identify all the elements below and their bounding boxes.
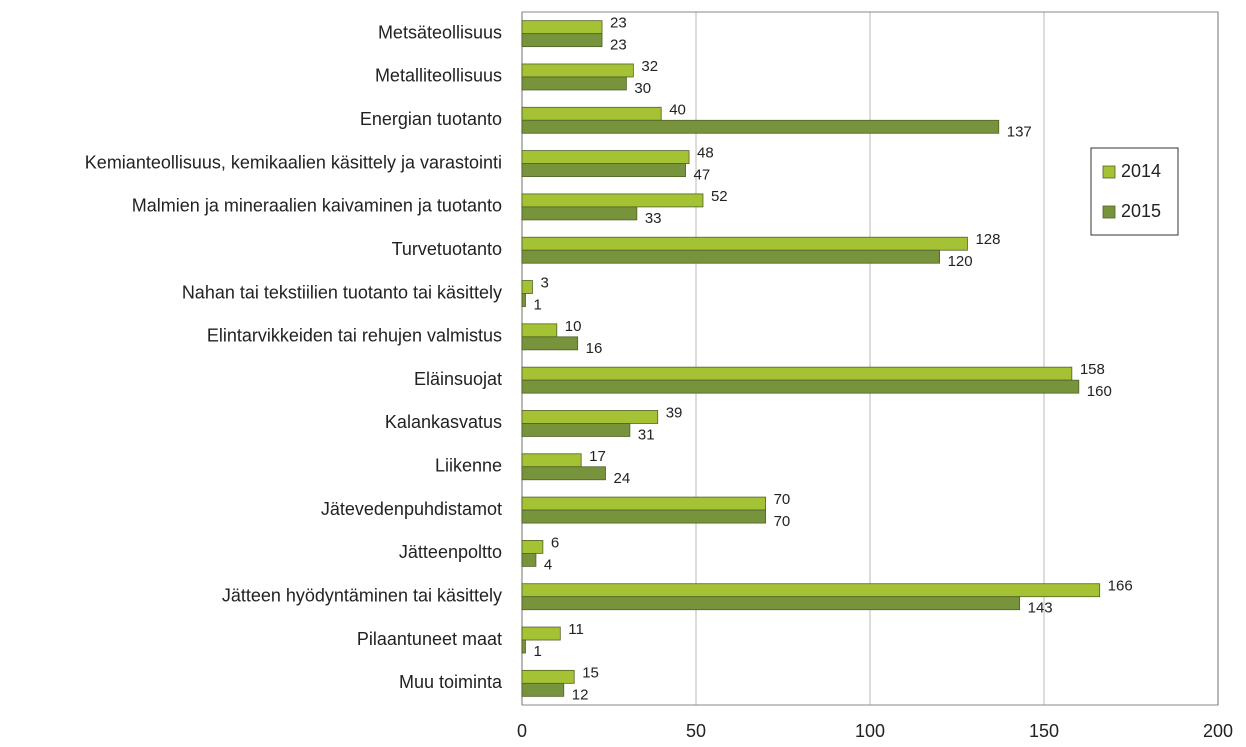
x-tick-label: 200 bbox=[1203, 721, 1233, 741]
data-label: 1 bbox=[533, 643, 541, 660]
bar bbox=[521, 453, 582, 468]
data-label: 166 bbox=[1108, 578, 1133, 595]
data-label: 137 bbox=[1007, 123, 1032, 140]
data-label: 52 bbox=[711, 188, 728, 205]
data-label: 32 bbox=[641, 58, 658, 75]
bar bbox=[521, 410, 659, 424]
category-label: Muu toiminta bbox=[399, 672, 503, 692]
category-label: Liikenne bbox=[435, 456, 502, 476]
legend-label: 2015 bbox=[1121, 201, 1161, 221]
bar bbox=[521, 163, 686, 177]
x-tick-label: 50 bbox=[686, 721, 706, 741]
data-label: 17 bbox=[589, 448, 606, 465]
data-label: 33 bbox=[645, 210, 662, 227]
bar bbox=[521, 466, 606, 481]
category-label: Elintarvikkeiden tai rehujen valmistus bbox=[207, 326, 502, 346]
data-label: 30 bbox=[634, 80, 651, 97]
bar bbox=[521, 150, 690, 164]
data-label: 47 bbox=[694, 167, 711, 184]
bar bbox=[521, 119, 1000, 134]
data-label: 128 bbox=[975, 231, 1000, 248]
data-label: 3 bbox=[540, 275, 548, 292]
category-label: Metsäteollisuus bbox=[378, 22, 502, 42]
bar bbox=[521, 206, 638, 221]
bar bbox=[521, 553, 537, 567]
data-label: 15 bbox=[582, 664, 599, 681]
category-label: Turvetuotanto bbox=[392, 239, 502, 259]
category-label: Kalankasvatus bbox=[385, 412, 502, 432]
bar bbox=[521, 280, 533, 294]
plot-border bbox=[521, 11, 1219, 706]
bar bbox=[521, 596, 1021, 611]
x-tick-label: 150 bbox=[1029, 721, 1059, 741]
x-tick-label: 0 bbox=[517, 721, 527, 741]
data-label: 24 bbox=[614, 470, 631, 487]
x-tick-label: 100 bbox=[855, 721, 885, 741]
data-label: 70 bbox=[774, 491, 791, 508]
data-label: 39 bbox=[666, 404, 683, 421]
data-label: 143 bbox=[1028, 600, 1053, 617]
bar bbox=[521, 293, 526, 307]
data-label: 16 bbox=[586, 340, 603, 357]
data-label: 12 bbox=[572, 686, 589, 703]
category-label: Nahan tai tekstiilien tuotanto tai käsit… bbox=[182, 282, 502, 302]
bar bbox=[521, 423, 631, 437]
category-label: Energian tuotanto bbox=[360, 109, 502, 129]
data-label: 1 bbox=[533, 297, 541, 314]
bar bbox=[521, 509, 767, 524]
bar bbox=[521, 63, 634, 78]
data-label: 120 bbox=[948, 253, 973, 270]
data-label: 10 bbox=[565, 318, 582, 335]
bar bbox=[521, 540, 544, 554]
category-label: Kemianteollisuus, kemikaalien käsittely … bbox=[85, 152, 502, 172]
bar bbox=[521, 366, 1073, 381]
data-label: 4 bbox=[544, 556, 552, 573]
category-label: Jätteen hyödyntäminen tai käsittely bbox=[222, 585, 502, 605]
data-label: 23 bbox=[610, 37, 627, 54]
bar bbox=[521, 76, 627, 91]
data-label: 40 bbox=[669, 101, 686, 118]
legend-label: 2014 bbox=[1121, 161, 1161, 181]
data-label: 48 bbox=[697, 145, 714, 162]
data-label: 31 bbox=[638, 426, 655, 443]
bar bbox=[521, 193, 704, 208]
bar bbox=[521, 379, 1080, 394]
bar bbox=[521, 249, 941, 264]
data-label: 158 bbox=[1080, 361, 1105, 378]
category-label: Jätevedenpuhdistamot bbox=[321, 499, 502, 519]
bar bbox=[521, 106, 662, 121]
data-label: 70 bbox=[774, 513, 791, 530]
bar bbox=[521, 496, 767, 511]
bar bbox=[521, 236, 968, 251]
bar bbox=[521, 583, 1101, 598]
data-label: 160 bbox=[1087, 383, 1112, 400]
bar bbox=[521, 33, 603, 48]
category-label: Pilaantuneet maat bbox=[357, 629, 502, 649]
bar bbox=[521, 626, 561, 641]
bar bbox=[521, 669, 575, 684]
legend-swatch bbox=[1102, 165, 1116, 179]
data-label: 23 bbox=[610, 15, 627, 32]
legend-swatch bbox=[1102, 205, 1116, 219]
legend-box bbox=[1090, 147, 1179, 236]
category-label: Jätteenpoltto bbox=[399, 542, 502, 562]
bar bbox=[521, 323, 558, 338]
bar bbox=[521, 682, 565, 697]
bar bbox=[521, 20, 603, 35]
category-label: Malmien ja mineraalien kaivaminen ja tuo… bbox=[132, 196, 502, 216]
category-label: Metalliteollisuus bbox=[375, 66, 502, 86]
data-label: 11 bbox=[568, 621, 584, 638]
bar bbox=[521, 336, 579, 351]
bar bbox=[521, 639, 526, 654]
data-label: 6 bbox=[551, 534, 559, 551]
category-label: Eläinsuojat bbox=[414, 369, 502, 389]
